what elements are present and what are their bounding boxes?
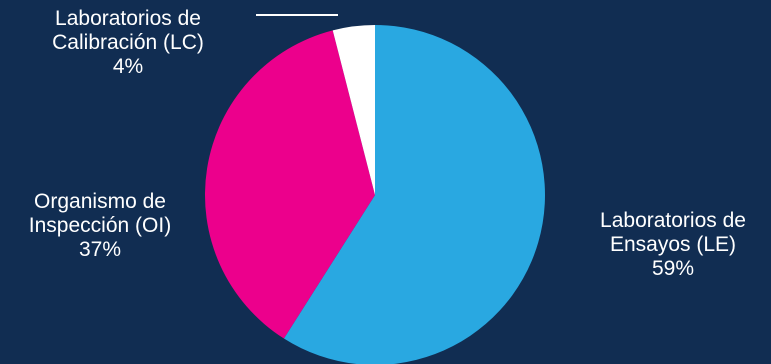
slice-label-lc: Laboratorios de Calibración (LC) 4%: [28, 7, 228, 79]
pie-slices: [204, 25, 545, 364]
slice-label-le-line-2: Ensayos (LE): [609, 233, 737, 256]
slice-label-oi-percent: 37%: [78, 238, 122, 261]
pie-slice-oi: [204, 30, 375, 339]
slice-label-le-line-1: Laboratorios de: [600, 209, 746, 232]
slice-label-oi-line-2: Inspección (OI): [28, 214, 172, 237]
slice-label-oi-line-1: Organismo de: [34, 190, 166, 213]
pie-slice-le: [283, 25, 545, 364]
slice-label-lc-line-2: Calibración (LC): [52, 31, 204, 54]
pie-slice-lc: [332, 25, 375, 195]
slice-label-oi: Organismo de Inspección (OI) 37%: [2, 190, 198, 262]
slice-label-lc-percent: 4%: [112, 55, 144, 78]
slice-label-le-percent: 59%: [651, 257, 695, 280]
slice-label-le: Laboratorios de Ensayos (LE) 59%: [578, 209, 768, 281]
slice-label-lc-line-1: Laboratorios de: [55, 7, 201, 30]
